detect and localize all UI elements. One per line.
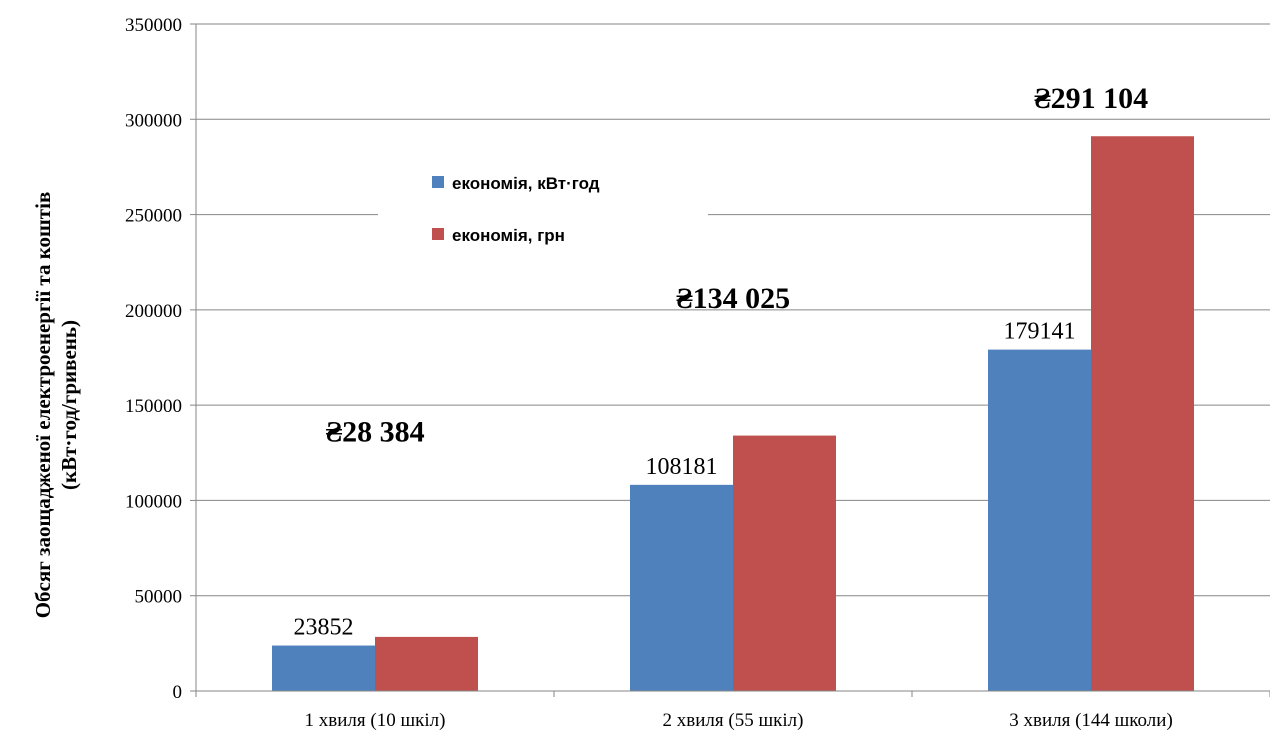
bar-kwh-3 <box>988 349 1091 691</box>
bars <box>272 136 1194 691</box>
legend-swatch-kwh <box>432 176 444 188</box>
legend-label-kwh: економія, кВт·год <box>452 174 600 193</box>
money-labels: ₴28 384 ₴134 025 ₴291 104 <box>325 82 1148 449</box>
y-tick-label: 250000 <box>125 206 182 227</box>
y-axis-title-line2: (кВт·год/гривень) <box>57 320 81 490</box>
data-label-kwh-3: 179141 <box>1004 319 1076 345</box>
x-axis-categories: 1 хвиля (10 шкіл) 2 хвиля (55 шкіл) 3 хвил… <box>195 691 1270 731</box>
y-tick-label: 50000 <box>135 587 183 608</box>
legend: економія, кВт·год економія, грн <box>432 174 600 245</box>
data-labels: 23852 108181 179141 <box>294 319 1076 641</box>
y-axis-title-line1: Обсяг заощадженої електроенергії та кошт… <box>31 192 55 619</box>
bar-uah-3 <box>1091 136 1194 691</box>
grid-lines <box>196 23 1270 597</box>
x-category-label-2: 2 хвиля (55 шкіл) <box>663 710 804 731</box>
bar-kwh-1 <box>272 645 375 691</box>
bar-kwh-2 <box>630 484 733 691</box>
data-label-kwh-1: 23852 <box>294 615 354 641</box>
money-label-1: ₴28 384 <box>325 415 424 448</box>
bar-uah-1 <box>375 636 478 691</box>
y-axis-ticks: 0 50000 100000 150000 200000 250000 300000 3500… <box>125 15 196 703</box>
y-tick-label: 150000 <box>125 396 182 417</box>
x-category-label-1: 1 хвиля (10 шкіл) <box>305 710 446 731</box>
legend-swatch-uah <box>432 228 444 240</box>
bar-uah-2 <box>733 435 836 691</box>
y-tick-label: 200000 <box>125 301 182 322</box>
data-label-kwh-2: 108181 <box>646 454 718 480</box>
y-tick-label: 100000 <box>125 491 182 512</box>
legend-label-uah: економія, грн <box>452 226 565 245</box>
y-tick-label: 350000 <box>125 15 182 36</box>
money-label-3: ₴291 104 <box>1034 82 1148 115</box>
y-tick-label: 300000 <box>125 110 182 131</box>
money-label-2: ₴134 025 <box>676 282 790 315</box>
x-category-label-3: 3 хвиля (144 школи) <box>1009 710 1173 731</box>
y-tick-label: 0 <box>173 682 183 703</box>
